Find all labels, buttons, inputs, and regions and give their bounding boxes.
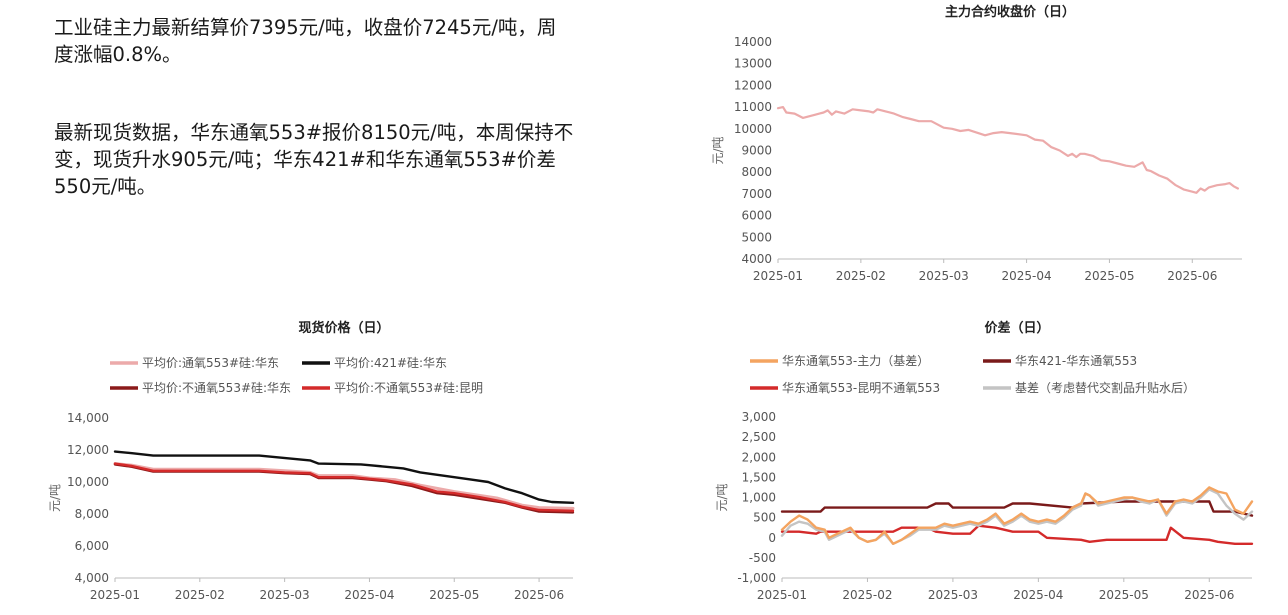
- legend-label: 华东421-华东通氧553: [1015, 354, 1137, 368]
- close-price-chart: 主力合约收盘价（日） 4000 5000 6000 7000 8000 9000 10000 1…: [711, 4, 1242, 283]
- legend-label: 平均价:通氧553#硅:华东: [142, 356, 279, 370]
- series-line-华东通氧553-昆明不通氧553: [780, 524, 1254, 546]
- y-tick-label: 8000: [741, 165, 772, 179]
- chart-title: 现货价格（日）: [298, 320, 389, 336]
- x-tick-label: 2025-04: [1013, 588, 1063, 602]
- y-tick-label: 1,500: [742, 470, 776, 484]
- y-tick-label: 7000: [741, 187, 772, 201]
- x-tick-label: 2025-01: [757, 588, 807, 602]
- summary-paragraph-price: 工业硅主力最新结算价7395元/吨，收盘价7245元/吨，周度涨幅0.8%。: [54, 16, 557, 66]
- x-tick-label: 2025-01: [90, 588, 140, 602]
- x-tick-label: 2025-06: [514, 588, 564, 602]
- summary-paragraph-spot: 最新现货数据，华东通氧553#报价8150元/吨，本周保持不变，现货升水905元…: [54, 121, 574, 198]
- x-tick-label: 2025-03: [919, 269, 969, 283]
- y-tick-label: 4000: [741, 252, 772, 266]
- series-line-平均价:421#硅:华东: [113, 450, 575, 505]
- y-tick-label: 6000: [741, 209, 772, 223]
- y-axis-label: 元/吨: [711, 136, 725, 164]
- y-tick-label: 11000: [734, 100, 772, 114]
- y-tick-label: 3,000: [742, 410, 776, 424]
- legend-label: 平均价:不通氧553#硅:昆明: [334, 381, 483, 395]
- series-line-华东421-华东通氧553: [780, 500, 1254, 517]
- y-tick-label: 1,000: [742, 491, 776, 505]
- chart-title: 价差（日）: [984, 320, 1049, 336]
- series-line-平均价:不通氧553#硅:昆明: [113, 462, 575, 513]
- legend-label: 平均价:不通氧553#硅:华东: [142, 381, 291, 395]
- x-tick-label: 2025-06: [1184, 588, 1234, 602]
- legend-label: 华东通氧553-主力（基差）: [782, 354, 929, 368]
- y-axis-label: 元/吨: [715, 483, 729, 511]
- y-tick-label: 0: [768, 531, 776, 545]
- y-tick-label: 9000: [741, 144, 772, 158]
- legend-label: 平均价:421#硅:华东: [334, 356, 447, 370]
- y-tick-label: 4,000: [75, 571, 109, 585]
- y-tick-label: 12000: [734, 78, 772, 92]
- x-tick-label: 2025-03: [260, 588, 310, 602]
- x-tick-label: 2025-01: [753, 269, 803, 283]
- y-tick-label: 14,000: [67, 411, 109, 425]
- series-line-收盘价: [776, 105, 1240, 194]
- y-tick-label: -500: [749, 551, 776, 565]
- y-tick-label: 2,500: [742, 430, 776, 444]
- y-tick-label: 6,000: [75, 539, 109, 553]
- y-tick-label: 12,000: [67, 443, 109, 457]
- y-tick-label: -1,000: [737, 571, 776, 585]
- x-tick-label: 2025-03: [928, 588, 978, 602]
- series-line-平均价:通氧553#硅:华东: [113, 462, 575, 510]
- x-tick-label: 2025-02: [842, 588, 892, 602]
- x-tick-label: 2025-05: [1099, 588, 1149, 602]
- y-tick-label: 13000: [734, 57, 772, 71]
- x-tick-label: 2025-05: [1084, 269, 1134, 283]
- y-axis-label: 元/吨: [48, 484, 62, 512]
- legend-label: 华东通氧553-昆明不通氧553: [782, 381, 940, 395]
- series-line-华东通氧553-主力（基差）: [780, 486, 1254, 546]
- legend-label: 基差（考虑替代交割品升贴水后）: [1015, 380, 1195, 395]
- y-tick-label: 8,000: [75, 507, 109, 521]
- y-tick-label: 14000: [734, 35, 772, 49]
- x-tick-label: 2025-06: [1167, 269, 1217, 283]
- x-tick-label: 2025-02: [836, 269, 886, 283]
- x-tick-label: 2025-02: [175, 588, 225, 602]
- x-tick-label: 2025-04: [1002, 269, 1052, 283]
- y-tick-label: 5000: [741, 230, 772, 244]
- y-tick-label: 2,000: [742, 450, 776, 464]
- y-tick-label: 10000: [734, 122, 772, 136]
- spot-price-chart: 现货价格（日） 平均价:通氧553#硅:华东 平均价:421#硅:华东平均价:不通氧…: [48, 320, 575, 602]
- y-tick-label: 10,000: [67, 475, 109, 489]
- chart-title: 主力合约收盘价（日）: [945, 4, 1075, 20]
- y-tick-label: 500: [753, 511, 776, 525]
- x-tick-label: 2025-05: [429, 588, 479, 602]
- x-tick-label: 2025-04: [344, 588, 394, 602]
- price-spread-chart: 价差（日） 华东通氧553-主力（基差） 华东421-华东通氧553 华东通氧553-…: [715, 320, 1254, 602]
